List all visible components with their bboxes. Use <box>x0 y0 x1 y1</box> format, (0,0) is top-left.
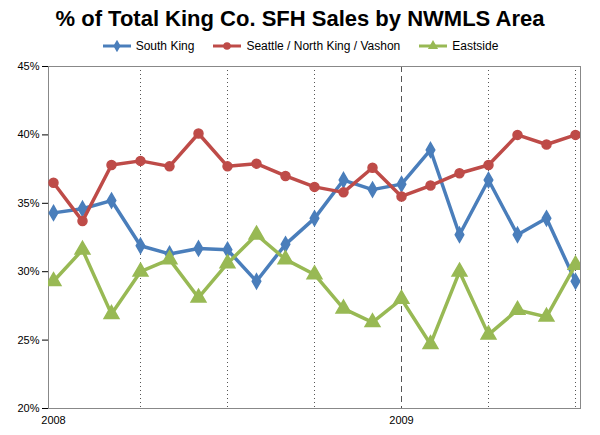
svg-text:25%: 25% <box>17 334 39 346</box>
svg-text:35%: 35% <box>17 197 39 209</box>
html-text:Eastside: Eastside <box>452 39 499 53</box>
html-text:% of Total King Co. SFH Sales: % of Total King Co. SFH Sales by NWMLS A… <box>55 6 545 31</box>
html-text:Seattle / North King / Vashon: Seattle / North King / Vashon <box>246 39 401 53</box>
svg-text:20%: 20% <box>17 402 39 414</box>
html-text:South King: South King <box>135 39 195 53</box>
svg-text:45%: 45% <box>17 60 39 72</box>
svg-text:2008: 2008 <box>41 414 65 426</box>
svg-text:40%: 40% <box>17 128 39 140</box>
svg-text:30%: 30% <box>17 265 39 277</box>
svg-text:2009: 2009 <box>389 414 413 426</box>
